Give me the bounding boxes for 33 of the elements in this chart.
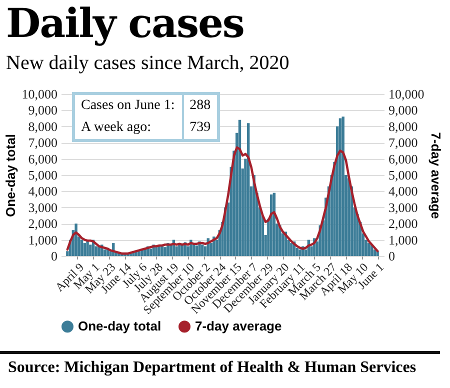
- y-tick-label: 2,000: [28, 216, 58, 232]
- y2-tick-label: 4,000: [388, 184, 418, 199]
- y2-tick-label: 6,000: [388, 151, 418, 166]
- y2-tick-label: 9,000: [388, 102, 418, 118]
- y-tick-label: 1,000: [28, 232, 58, 248]
- y2-tick-label: 8,000: [388, 118, 418, 134]
- y2-tick-label: 1,000: [388, 232, 418, 248]
- y2-tick-label: 10,000: [388, 86, 424, 102]
- y-axis-title: One-day total: [2, 134, 18, 218]
- y-tick-label: 10,000: [22, 86, 58, 102]
- annotation: Cases on June 1:: [80, 97, 176, 115]
- y-tick-label: 5,000: [28, 168, 58, 182]
- y-tick-label: 6,000: [28, 151, 58, 166]
- y2-tick-label: 5,000: [388, 168, 418, 182]
- y-tick-label: 8,000: [28, 118, 58, 134]
- y2-tick-label: 7,000: [388, 135, 418, 150]
- legend-label: One-day total: [78, 318, 162, 334]
- y-tick-label: 4,000: [28, 184, 58, 199]
- y2-axis-title: 7-day average: [428, 132, 444, 219]
- y-tick-label: 0: [51, 248, 58, 264]
- y-tick-label: 3,000: [28, 200, 58, 215]
- y2-tick-label: 0: [388, 248, 395, 264]
- annotation: 288: [182, 94, 218, 117]
- source-note: Source: Michigan Department of Health & Human Services: [0, 351, 440, 377]
- y-tick-label: 9,000: [28, 102, 58, 118]
- annotation: A week ago:: [80, 119, 152, 137]
- chart-subtitle: New daily cases since March, 2020: [6, 52, 290, 75]
- chart-title: Daily cases: [6, 0, 244, 47]
- legend-label: 7-day average: [195, 318, 282, 334]
- y2-tick-label: 3,000: [388, 200, 418, 215]
- y-tick-label: 7,000: [28, 135, 58, 150]
- annotation: 739: [182, 117, 218, 140]
- y2-tick-label: 2,000: [388, 216, 418, 232]
